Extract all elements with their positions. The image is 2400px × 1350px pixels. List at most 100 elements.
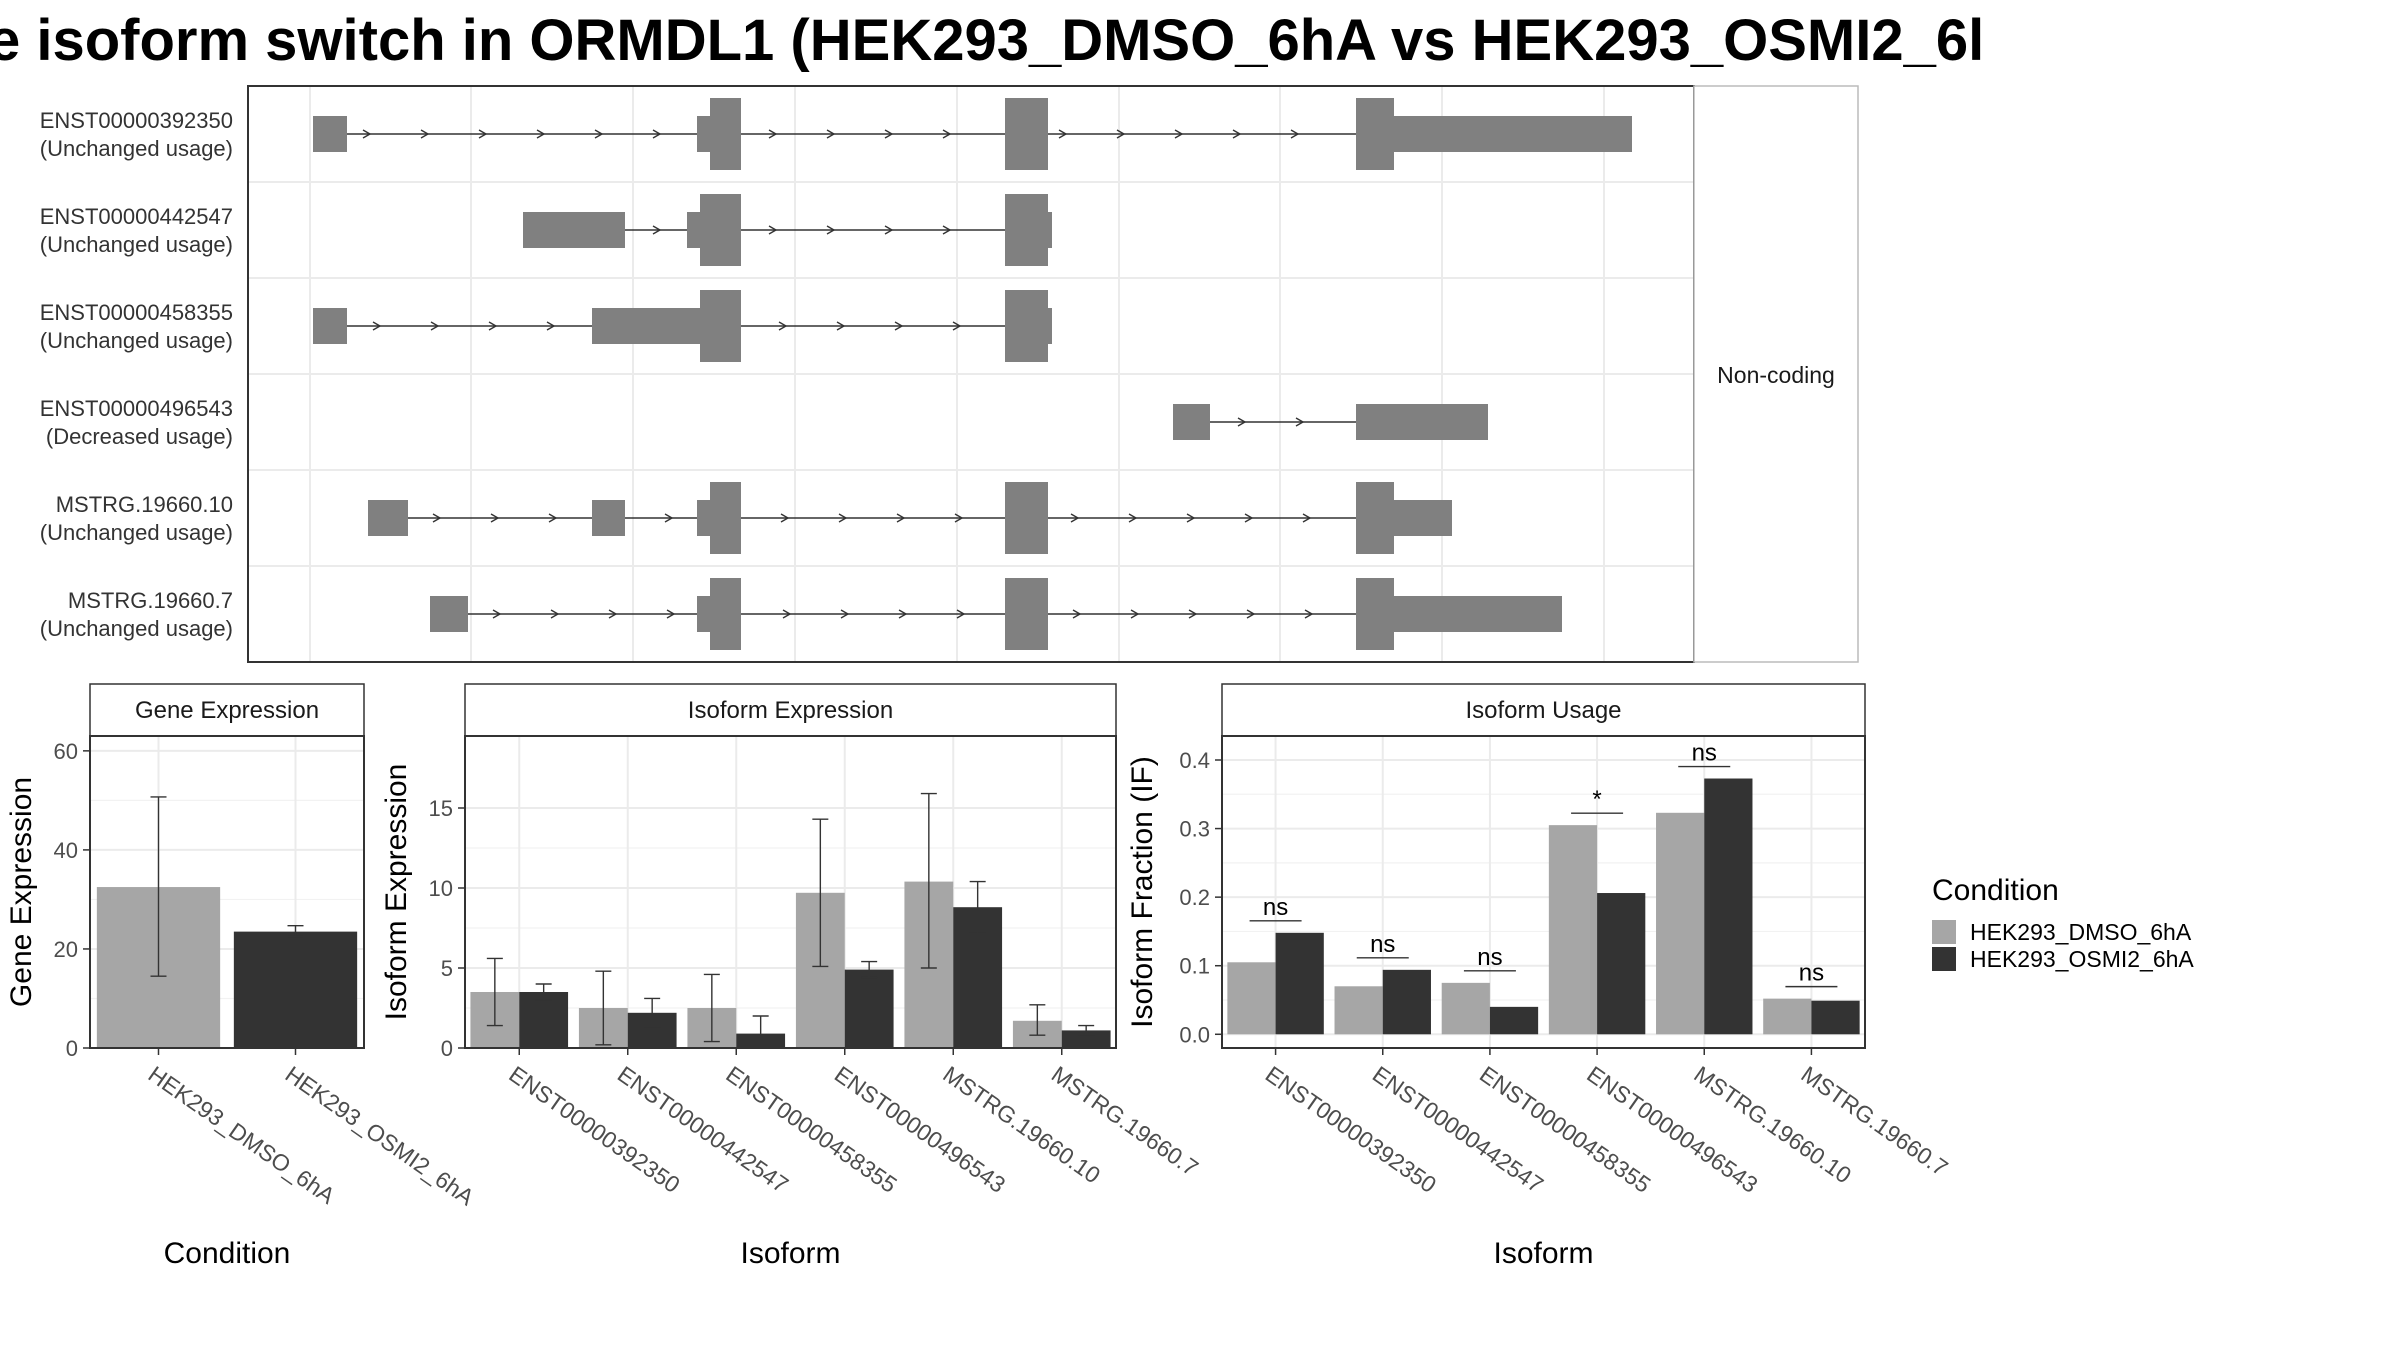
- y-tick-label: 0.1: [1179, 954, 1210, 979]
- transcript-usage-label: (Unchanged usage): [40, 232, 233, 257]
- exon-block: [368, 500, 408, 536]
- bar-HEK293_OSMI2_6hA-dmso: [233, 931, 358, 1048]
- exon-block: [1005, 98, 1048, 170]
- intron-arrow: [372, 321, 382, 331]
- intron-arrow: [1072, 609, 1082, 619]
- exon-block: [1394, 500, 1452, 536]
- intron-arrow: [826, 129, 836, 139]
- intron-arrow: [1295, 417, 1305, 427]
- intron-arrow: [594, 129, 604, 139]
- intron-arrow: [548, 513, 558, 523]
- error-bar: [703, 973, 720, 1043]
- transcript-id-label: MSTRG.19660.10: [56, 492, 233, 517]
- significance-label: ns: [1692, 740, 1717, 767]
- x-tick-label: ENST00000392350: [1261, 1061, 1441, 1198]
- y-tick-label: 0.2: [1179, 885, 1210, 910]
- exon-block: [1356, 98, 1394, 170]
- y-tick-label: 10: [429, 876, 453, 901]
- intron-arrow: [492, 609, 502, 619]
- error-bar: [535, 983, 552, 1001]
- x-axis-title: Condition: [164, 1237, 291, 1270]
- x-tick-label: ENST00000458355: [1475, 1061, 1655, 1198]
- transcript-model: [368, 482, 1452, 554]
- bar-MSTRG.19660.10-dmso: [1656, 812, 1705, 1035]
- exon-block: [710, 578, 741, 650]
- intron-arrow: [546, 321, 556, 331]
- error-bar: [969, 880, 986, 934]
- intron-arrow: [1058, 129, 1068, 139]
- significance-label: ns: [1799, 960, 1824, 987]
- significance-label: *: [1592, 786, 1601, 813]
- strip-label-noncoding: Non-coding: [1717, 362, 1835, 388]
- exon-block: [592, 308, 700, 344]
- transcript-usage-label: (Unchanged usage): [40, 328, 233, 353]
- significance-label: ns: [1477, 944, 1502, 971]
- exon-block: [523, 212, 625, 248]
- intron-arrow: [898, 609, 908, 619]
- bar-ENST00000392350-osmi: [1275, 932, 1324, 1035]
- intron-arrow: [420, 129, 430, 139]
- intron-arrow: [884, 225, 894, 235]
- y-tick-label: 0.3: [1179, 817, 1210, 842]
- exon-block: [687, 212, 700, 248]
- intron-arrow: [884, 129, 894, 139]
- transcript-model: [1173, 404, 1488, 440]
- intron-arrow: [942, 129, 952, 139]
- figure-title: e isoform switch in ORMDL1 (HEK293_DMSO_…: [0, 8, 1985, 73]
- intron-arrow: [1070, 513, 1080, 523]
- y-tick-label: 0.0: [1179, 1022, 1210, 1047]
- exon-block: [1394, 116, 1632, 152]
- intron-arrow: [432, 513, 442, 523]
- y-axis-title: Isoform Fraction (IF): [1126, 756, 1159, 1028]
- y-tick-label: 0.4: [1179, 748, 1210, 773]
- bar-MSTRG.19660.10-osmi: [1704, 778, 1753, 1035]
- error-bar: [150, 796, 167, 977]
- intron-arrow: [362, 129, 372, 139]
- exon-block: [710, 98, 741, 170]
- intron-arrow: [490, 513, 500, 523]
- intron-arrow: [1304, 609, 1314, 619]
- exon-block: [313, 308, 347, 344]
- exon-block: [710, 482, 741, 554]
- error-bar: [486, 957, 503, 1027]
- intron-arrow: [430, 321, 440, 331]
- significance-label: ns: [1370, 931, 1395, 958]
- transcript-model: [313, 98, 1632, 170]
- bar-ENST00000496543-osmi: [1597, 893, 1646, 1035]
- exon-block: [1356, 404, 1488, 440]
- x-axis-title: Isoform: [1493, 1237, 1593, 1270]
- bar-ENST00000458355-dmso: [1441, 982, 1490, 1035]
- transcript-usage-label: (Decreased usage): [46, 424, 233, 449]
- exon-block: [700, 194, 741, 266]
- transcript-model: [430, 578, 1562, 650]
- bar-ENST00000392350-dmso: [1227, 962, 1276, 1035]
- transcript-id-label: ENST00000442547: [40, 204, 233, 229]
- error-bar: [861, 960, 878, 979]
- intron-arrow: [896, 513, 906, 523]
- structure-strip-box: [1693, 85, 1859, 663]
- intron-arrow: [1188, 609, 1198, 619]
- error-bar: [812, 818, 829, 968]
- intron-arrow: [478, 129, 488, 139]
- bar-MSTRG.19660.7-osmi: [1811, 1000, 1860, 1035]
- plot-panel-bg: [465, 736, 1116, 1048]
- x-tick-label: ENST00000496543: [1582, 1061, 1762, 1198]
- exon-block: [1005, 194, 1048, 266]
- error-bar: [287, 924, 304, 938]
- transcript-usage-label: (Unchanged usage): [40, 136, 233, 161]
- intron-arrow: [780, 513, 790, 523]
- exon-block: [1173, 404, 1210, 440]
- error-bar: [920, 792, 937, 969]
- y-tick-label: 60: [54, 739, 78, 764]
- intron-arrow: [768, 129, 778, 139]
- y-tick-label: 40: [54, 838, 78, 863]
- facet-strip-label: Isoform Usage: [1465, 697, 1621, 724]
- intron-arrow: [652, 129, 662, 139]
- legend-key-osmi: [1932, 947, 1956, 971]
- intron-arrow: [488, 321, 498, 331]
- plot-panel-border: [464, 735, 1117, 1049]
- bar-ENST00000458355-osmi: [1489, 1006, 1539, 1035]
- exon-block: [313, 116, 347, 152]
- transcript-usage-label: (Unchanged usage): [40, 616, 233, 641]
